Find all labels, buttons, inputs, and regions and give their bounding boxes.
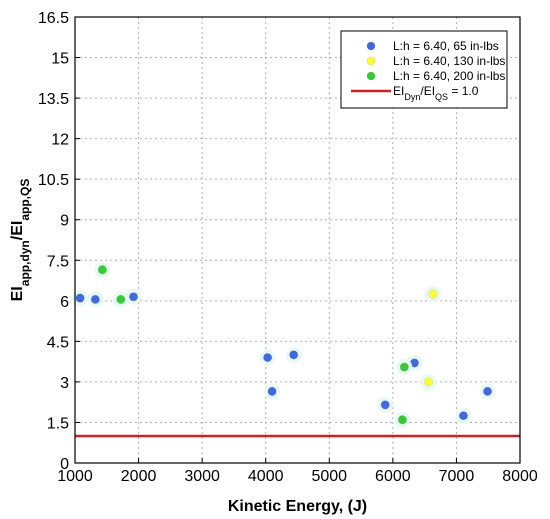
x-tick-label: 4000 (248, 468, 284, 485)
x-tick-label: 8000 (502, 468, 538, 485)
y-tick-label: 1.5 (47, 415, 69, 432)
y-tick-label: 15 (51, 51, 69, 68)
x-tick-label: 1000 (57, 468, 93, 485)
legend-marker (366, 56, 376, 66)
y-axis-title: EIapp,dyn/EIapp,QS (9, 179, 32, 302)
x-tick-label: 6000 (375, 468, 411, 485)
y-tick-label: 3 (60, 375, 69, 392)
y-tick-label: 16.5 (38, 10, 69, 27)
y-tick-label: 4.5 (47, 334, 69, 351)
data-point (116, 295, 126, 304)
data-point (483, 386, 493, 396)
data-point (75, 293, 85, 303)
y-tick-label: 9 (60, 213, 69, 230)
plot-frame (74, 16, 521, 464)
data-point (289, 350, 299, 360)
legend-label: L:h = 6.40, 130 in-lbs (393, 54, 505, 68)
y-tick-label: 7.5 (47, 253, 69, 270)
data-point (380, 400, 390, 410)
data-point (129, 292, 138, 302)
data-point (97, 265, 107, 275)
data-point (399, 362, 409, 372)
legend-marker (366, 71, 376, 81)
data-point (263, 353, 273, 363)
x-tick-labels: 1000 2000 3000 4000 5000 6000 7000 8000 (57, 468, 538, 485)
legend-marker (366, 41, 376, 51)
x-tick-label: 3000 (184, 468, 220, 485)
data-points (72, 261, 496, 428)
y-tick-labels: 0 1.5 3 4.5 6 7.5 9 10.5 12 13.5 15 16.5 (38, 10, 69, 473)
data-point (397, 415, 407, 425)
y-tick-label: 12 (51, 132, 69, 149)
y-tick-label: 10.5 (38, 172, 69, 189)
data-point (267, 386, 277, 396)
x-tick-label: 7000 (439, 468, 475, 485)
y-tick-label: 13.5 (38, 91, 69, 108)
y-tick-label: 6 (60, 294, 69, 311)
legend-label: L:h = 6.40, 65 in-lbs (393, 39, 499, 53)
data-point (90, 295, 100, 304)
legend-label: EIDyn/EIQS = 1.0 (393, 84, 479, 102)
data-point (428, 289, 438, 299)
x-tick-label: 2000 (121, 468, 157, 485)
legend-label: L:h = 6.40, 200 in-lbs (393, 69, 505, 83)
x-axis-title: Kinetic Energy, (J) (228, 498, 367, 515)
x-tick-label: 5000 (311, 468, 347, 485)
y-tick-label: 0 (60, 456, 69, 473)
data-point (424, 377, 433, 387)
data-point (458, 411, 468, 421)
